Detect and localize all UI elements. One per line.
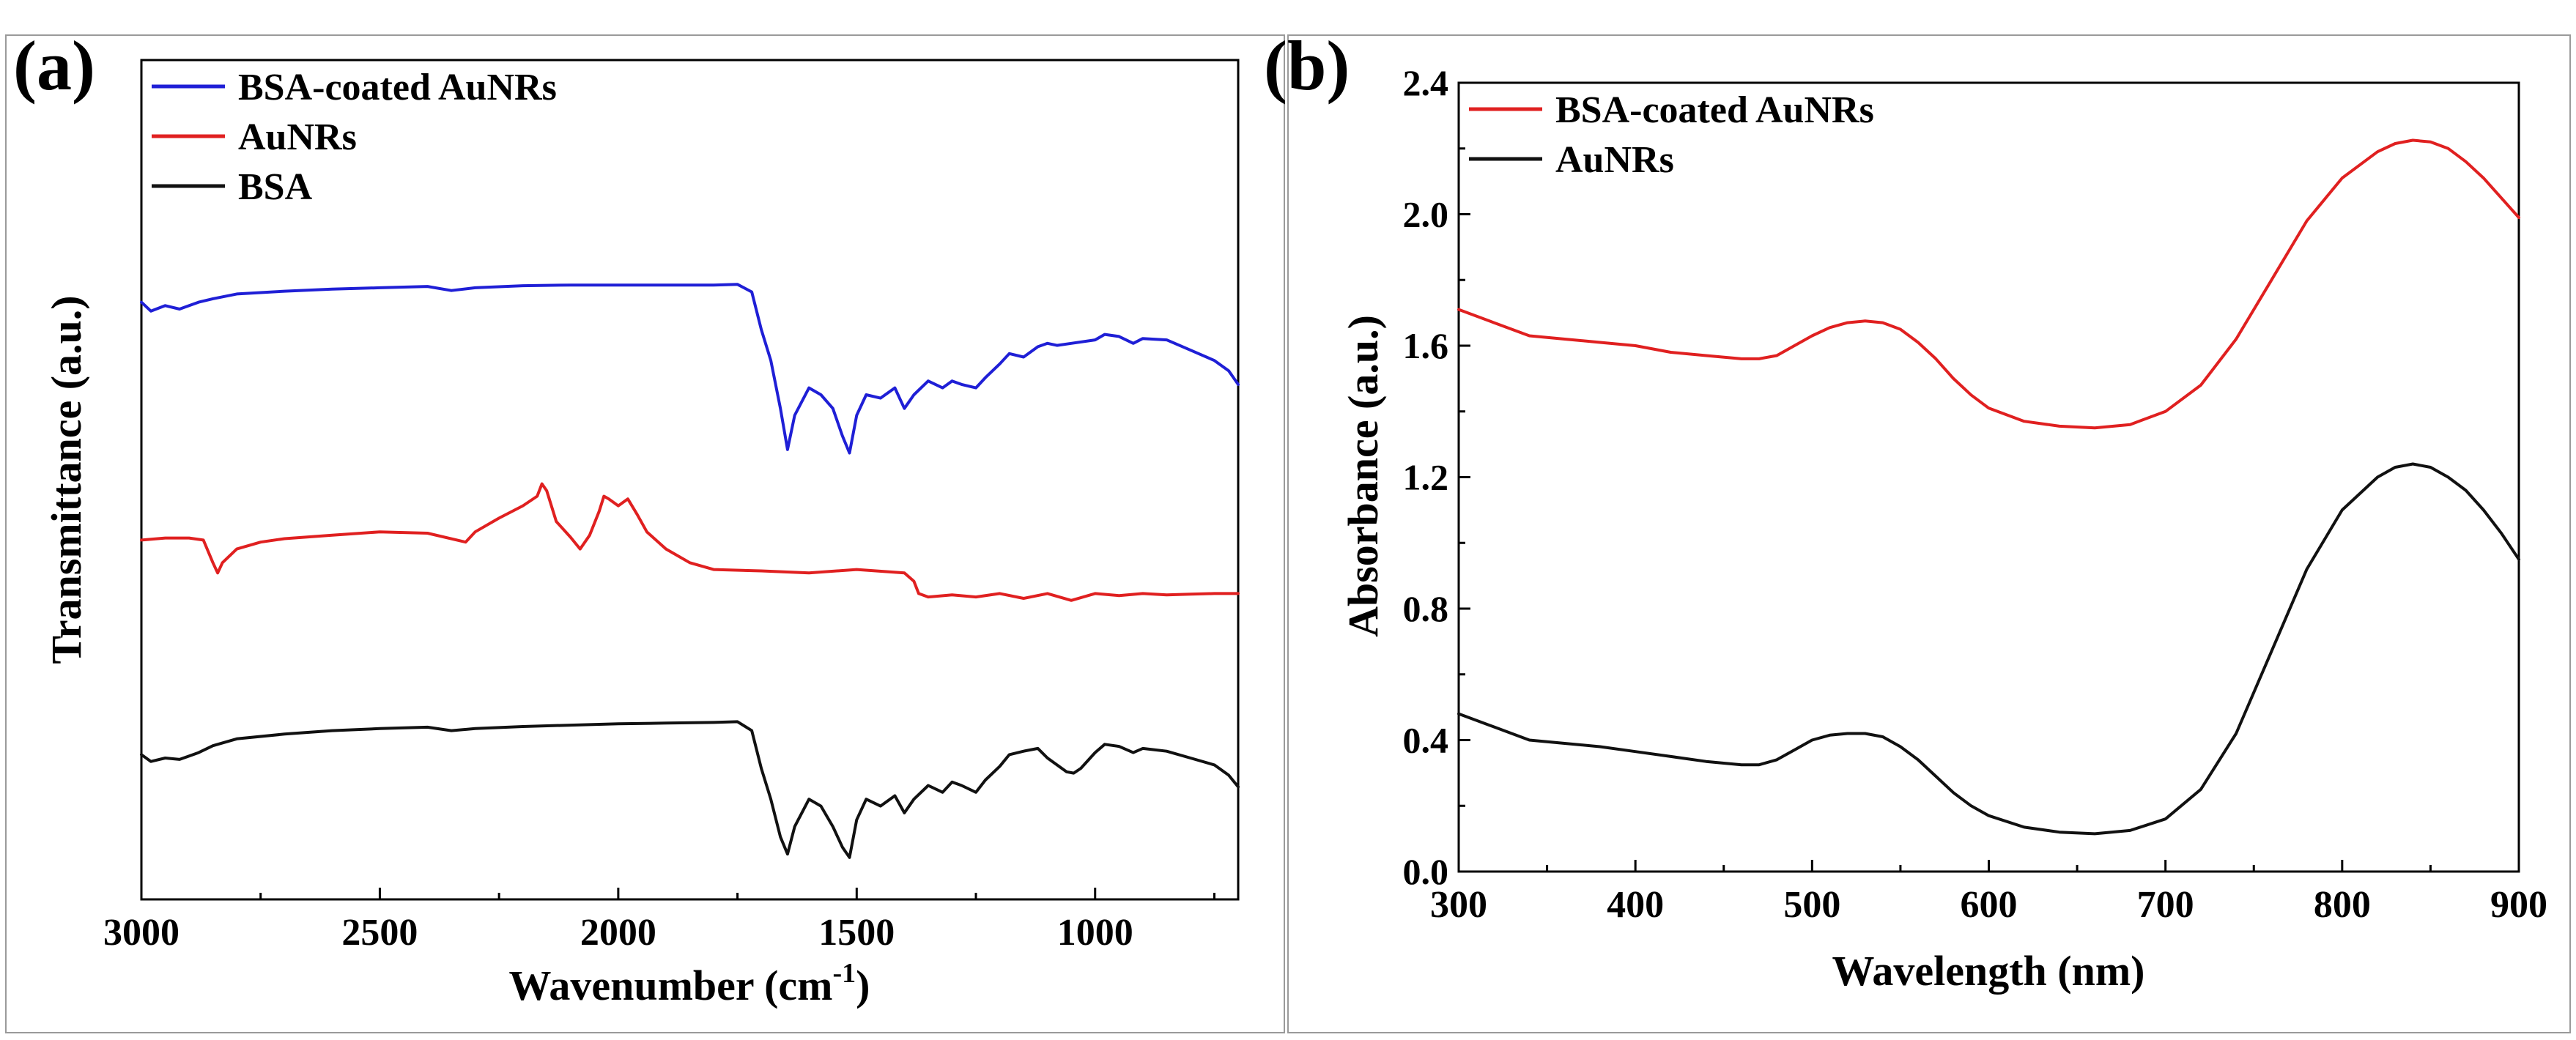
panel-b-x-axis-label: Wavelength (nm) [1832,947,2145,995]
x-tick-label: 1500 [818,912,895,954]
panel-b-plot-frame [1457,81,2520,873]
legend-label-aunrs: AuNRs [238,116,357,158]
y-tick-label: 1.6 [1403,325,1449,366]
x-tick-label: 1000 [1057,912,1133,954]
x-tick-label: 600 [1961,884,2018,926]
legend-label-bsa-coated-aunrs: BSA-coated AuNRs [238,67,557,108]
panel-a-series [140,283,1240,859]
panel-a-label: (a) [13,26,95,105]
x-tick-label: 300 [1430,884,1487,926]
panel-a: (a) 3000 2500 2000 1500 1000 BSA-coated AuNR… [5,26,1285,1033]
series-line-bsa-coated-aunrs [1457,138,2520,430]
x-tick-label: 2500 [341,912,418,954]
x-tick-label: 500 [1783,884,1840,926]
series-line-bsa-coated-aunrs [140,283,1240,455]
x-tick-label: 3000 [103,912,179,954]
y-tick-label: 1.2 [1403,457,1449,498]
panel-a-plot-frame [140,59,1240,901]
x-tick-label: 700 [2137,884,2194,926]
series-line-aunrs [1457,462,2520,836]
y-tick-label: 2.4 [1403,62,1449,103]
y-tick-label: 0.8 [1403,588,1449,629]
panel-b-x-ticks: 300 400 500 600 700 800 900 [1430,860,2547,926]
x-tick-label: 900 [2490,884,2547,926]
panel-b-label: (b) [1264,26,1350,105]
panel-b-border [1287,34,2571,1033]
panel-a-x-ticks: 3000 2500 2000 1500 1000 [103,888,1215,954]
x-tick-label: 2000 [580,912,656,954]
panel-a-legend: BSA-coated AuNRs AuNRs BSA [152,67,557,208]
panel-b-y-ticks: 0.0 0.4 0.8 1.2 1.6 2.0 2.4 [1403,62,1470,892]
y-tick-label: 2.0 [1403,194,1449,235]
panel-b-y-axis-label: Absorbance (a.u.) [1339,315,1387,637]
x-tick-label: 400 [1607,884,1664,926]
panel-a-x-axis-label: Wavenumber (cm-1) [509,958,870,1009]
y-tick-label: 0.4 [1403,720,1449,761]
legend-label-bsa-coated-aunrs: BSA-coated AuNRs [1555,89,1874,131]
panel-b-legend: BSA-coated AuNRs AuNRs [1469,89,1874,181]
legend-label-bsa: BSA [238,166,313,208]
panel-b: (b) 300 400 500 600 700 800 900 0.0 0.4 0.8 1.2 1.… [1264,26,2571,1033]
y-tick-label: 0.0 [1403,851,1449,892]
legend-label-aunrs: AuNRs [1555,139,1674,181]
x-tick-label: 800 [2314,884,2371,926]
series-line-aunrs [140,482,1240,602]
panel-a-x-axis-label-superscript: -1 [832,958,856,989]
panel-b-series [1457,138,2520,836]
series-line-bsa [140,720,1240,859]
panel-a-y-axis-label: Transmittance (a.u.) [42,295,90,664]
panel-a-border [5,34,1285,1033]
